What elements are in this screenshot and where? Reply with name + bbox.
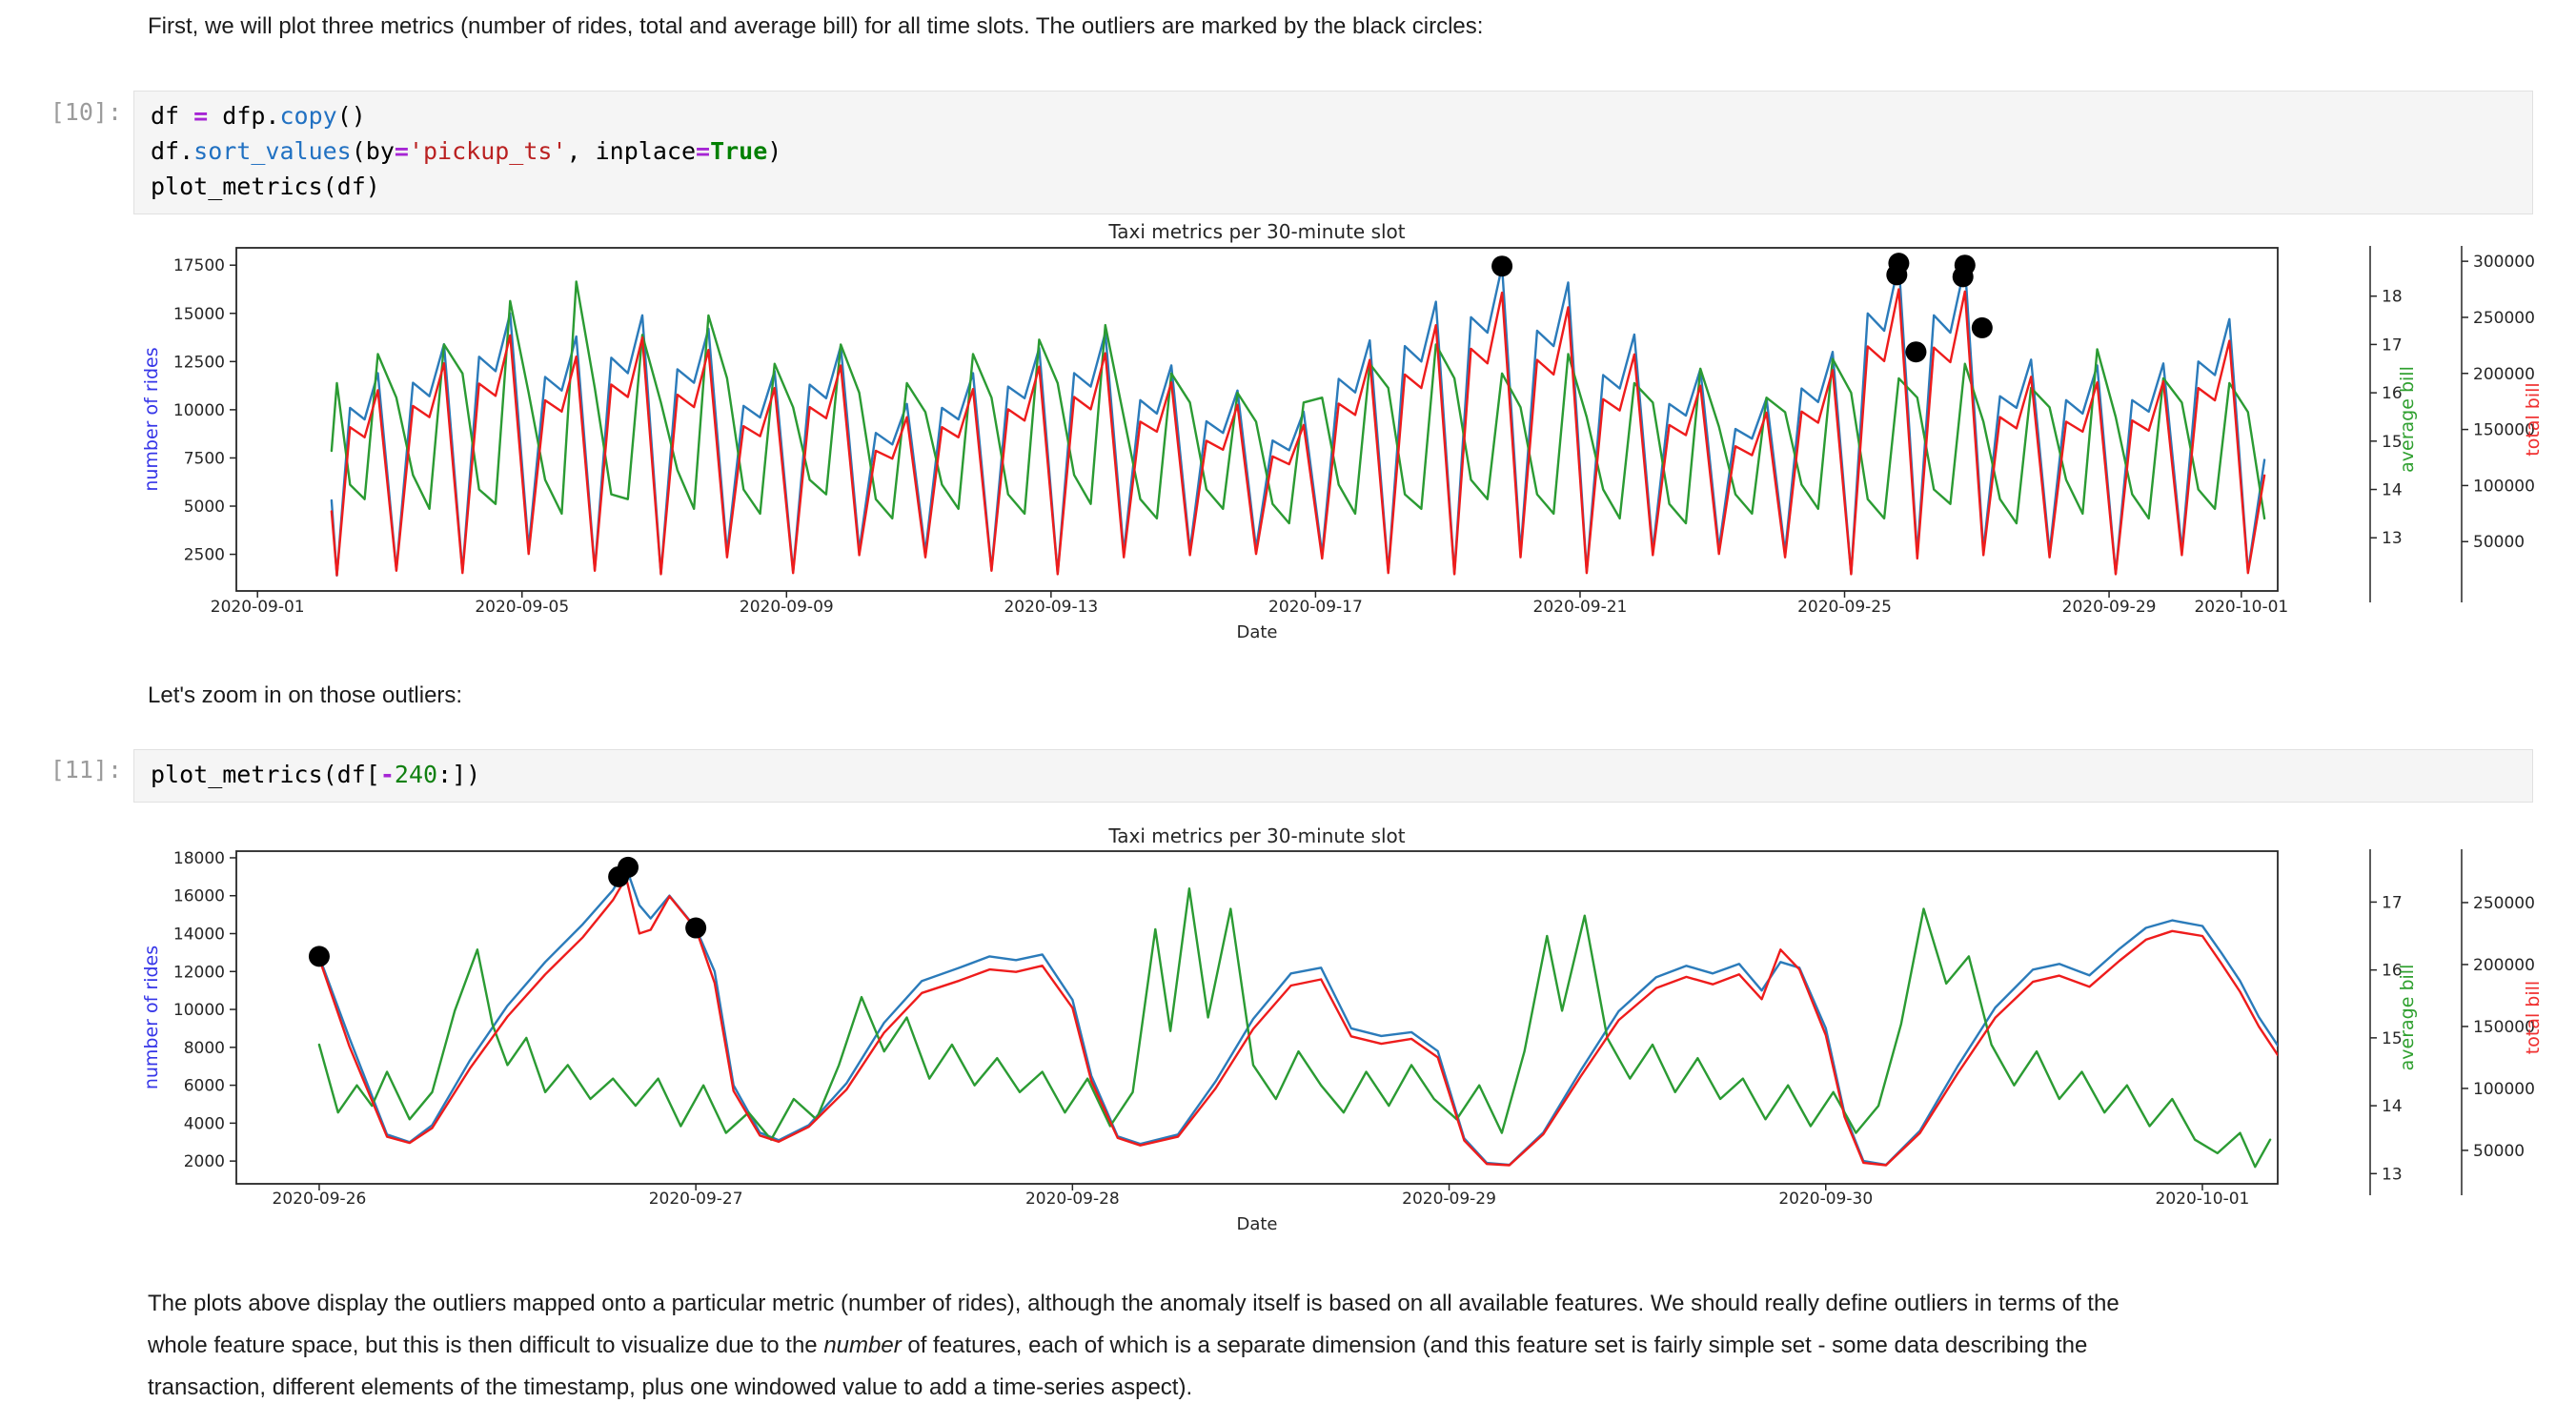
y-tick-label: 100000 (2473, 1080, 2535, 1099)
y-tick-label: 6000 (184, 1077, 225, 1096)
x-tick-label: 2020-09-17 (1268, 598, 1363, 617)
y-tick-label: 250000 (2473, 309, 2535, 328)
cell-input-prompt: [10]: (50, 98, 122, 126)
y-tick-label: 17 (2382, 893, 2403, 912)
x-tick-label: 2020-10-01 (2156, 1190, 2250, 1209)
right-y-axis-label: average bill (2397, 366, 2418, 473)
y-tick-label: 7500 (184, 449, 225, 468)
plot-box (235, 247, 2279, 592)
code-cell-input[interactable]: df = dfp.copy() df.sort_values(by='pickup… (133, 91, 2533, 214)
outlier-dot (308, 946, 330, 967)
y-tick-label: 250000 (2473, 894, 2535, 913)
y-tick-label: 15 (2382, 1029, 2403, 1048)
x-tick-label: 2020-09-09 (740, 598, 834, 617)
x-axis-label: Date (1236, 1214, 1277, 1234)
right-y-axis-label: total bill (2523, 382, 2544, 456)
code-line: plot_metrics(df) (151, 173, 380, 200)
chart-title: Taxi metrics per 30-minute slot (1107, 824, 1405, 847)
y-tick-label: 150000 (2473, 1018, 2535, 1037)
markdown-intro-text: First, we will plot three metrics (numbe… (148, 13, 1484, 39)
code-cell-input[interactable]: plot_metrics(df[-240:]) (133, 749, 2533, 803)
y-tick-label: 15 (2382, 433, 2403, 452)
plot-box (235, 850, 2279, 1185)
code-line: df = dfp.copy() (151, 102, 366, 130)
y-tick-label: 14 (2382, 481, 2403, 500)
outlier-dot (1971, 316, 1993, 338)
x-tick-label: 2020-09-21 (1533, 598, 1628, 617)
series-group (317, 865, 2278, 1169)
outlier-dot (1905, 341, 1927, 363)
y-tick-label: 100000 (2473, 477, 2535, 496)
x-tick-label: 2020-09-30 (1778, 1190, 1873, 1209)
y-tick-label: 300000 (2473, 253, 2535, 272)
y-tick-label: 14000 (173, 926, 225, 945)
y-tick-label: 10000 (173, 1001, 225, 1020)
y-tick-label: 50000 (2473, 1142, 2525, 1161)
y-tick-label: 16 (2382, 384, 2403, 403)
y-tick-label: 2500 (184, 546, 225, 565)
series-line-total-bill (330, 288, 2266, 577)
outlier-dot (1952, 266, 1974, 288)
y-tick-label: 13 (2382, 1165, 2403, 1184)
series-line-total-bill (317, 876, 2278, 1167)
x-axis-label: Date (1236, 622, 1277, 642)
outlier-dot (608, 865, 630, 887)
outlier-dot (685, 917, 707, 939)
x-tick-label: 2020-09-13 (1004, 598, 1098, 617)
y-tick-label: 12500 (173, 353, 225, 372)
series-group (330, 262, 2266, 577)
outro-line2-italic-word: number (823, 1332, 902, 1358)
y-tick-label: 5000 (184, 498, 225, 517)
y-tick-label: 16 (2382, 962, 2403, 981)
x-tick-label: 2020-09-05 (475, 598, 569, 617)
y-tick-label: 14 (2382, 1097, 2403, 1116)
y-tick-label: 17 (2382, 336, 2403, 355)
outlier-dot (1886, 264, 1908, 286)
code-line: df.sort_values(by='pickup_ts', inplace=T… (151, 137, 782, 165)
right-y-axis-label: total bill (2523, 981, 2544, 1054)
chart-title: Taxi metrics per 30-minute slot (1107, 220, 1405, 243)
taxi-metrics-chart-full-range: Taxi metrics per 30-minute slot Date 2020-… (141, 220, 2544, 642)
y-tick-label: 50000 (2473, 533, 2525, 552)
code-line: plot_metrics(df[-240:]) (151, 761, 481, 788)
outro-line2-pre: whole feature space, but this is then di… (148, 1332, 824, 1358)
x-tick-label: 2020-09-28 (1025, 1190, 1120, 1209)
series-line-average-bill (330, 280, 2266, 525)
outlier-dot (1491, 255, 1513, 277)
y-tick-label: 150000 (2473, 421, 2535, 440)
x-tick-label: 2020-09-25 (1797, 598, 1892, 617)
left-y-axis-label: number of rides (141, 347, 162, 491)
y-tick-label: 18000 (173, 849, 225, 868)
outro-paragraph-line3: transaction, different elements of the t… (148, 1374, 1193, 1400)
markdown-zoom-text: Let's zoom in on those outliers: (148, 682, 463, 708)
outro-paragraph-line2: whole feature space, but this is then di… (148, 1332, 2087, 1359)
left-y-axis-label: number of rides (141, 946, 162, 1089)
x-tick-label: 2020-09-27 (649, 1190, 743, 1209)
y-tick-label: 12000 (173, 963, 225, 982)
y-tick-label: 200000 (2473, 365, 2535, 384)
y-tick-label: 15000 (173, 305, 225, 324)
x-tick-label: 2020-09-29 (1402, 1190, 1496, 1209)
taxi-metrics-chart-zoomed: Taxi metrics per 30-minute slot Date 2020-… (141, 824, 2544, 1234)
y-tick-label: 16000 (173, 887, 225, 906)
outro-paragraph-line1: The plots above display the outliers map… (148, 1291, 2120, 1316)
y-tick-label: 8000 (184, 1039, 225, 1058)
x-tick-label: 2020-09-01 (211, 598, 305, 617)
y-tick-label: 2000 (184, 1152, 225, 1171)
series-line-number-of-rides (330, 262, 2266, 577)
x-tick-label: 2020-09-26 (273, 1190, 367, 1209)
outro-line2-post: of features, each of which is a separate… (901, 1332, 2088, 1358)
y-tick-label: 4000 (184, 1114, 225, 1133)
series-line-average-bill (317, 886, 2272, 1169)
y-tick-label: 10000 (173, 401, 225, 420)
y-tick-label: 200000 (2473, 956, 2535, 975)
y-tick-label: 13 (2382, 529, 2403, 548)
x-tick-label: 2020-09-29 (2062, 598, 2157, 617)
series-line-number-of-rides (317, 865, 2278, 1167)
y-tick-label: 17500 (173, 256, 225, 275)
y-tick-label: 18 (2382, 288, 2403, 307)
right-y-axis-label: average bill (2397, 965, 2418, 1071)
cell-input-prompt: [11]: (50, 756, 122, 783)
x-tick-label: 2020-10-01 (2194, 598, 2288, 617)
